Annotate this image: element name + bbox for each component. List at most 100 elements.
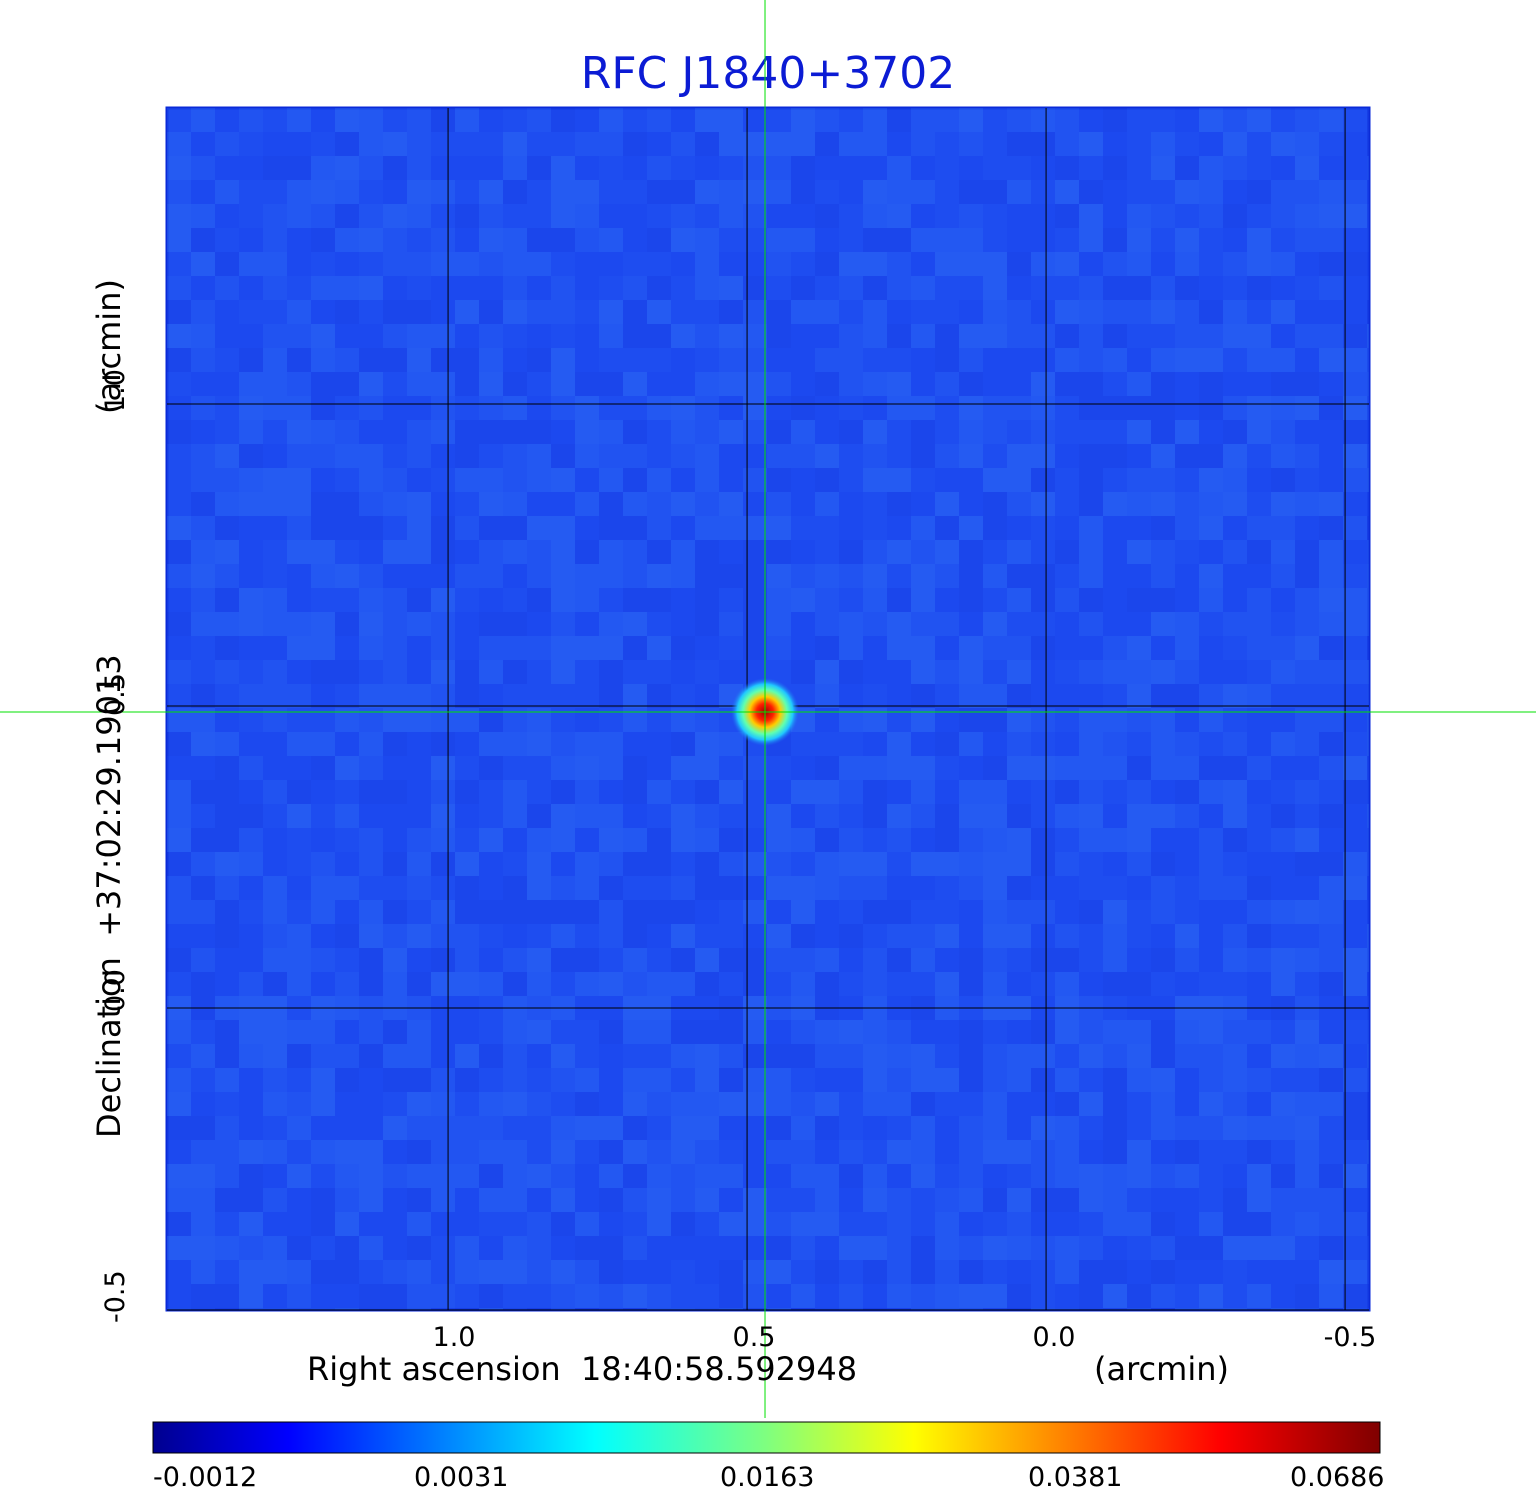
noise-cell bbox=[215, 420, 239, 444]
noise-cell bbox=[1175, 492, 1199, 516]
noise-cell bbox=[935, 300, 959, 324]
noise-cell bbox=[1151, 804, 1175, 828]
noise-cell bbox=[263, 132, 287, 156]
noise-cell bbox=[719, 540, 743, 564]
noise-cell bbox=[335, 156, 359, 180]
noise-cell bbox=[815, 540, 839, 564]
noise-cell bbox=[1223, 132, 1247, 156]
noise-cell bbox=[887, 636, 911, 660]
noise-cell bbox=[863, 948, 887, 972]
noise-cell bbox=[767, 780, 791, 804]
noise-cell bbox=[695, 300, 719, 324]
noise-cell bbox=[551, 540, 575, 564]
noise-cell bbox=[431, 1092, 455, 1116]
noise-cell bbox=[503, 396, 527, 420]
noise-cell bbox=[647, 540, 671, 564]
noise-cell bbox=[1271, 804, 1295, 828]
noise-cell bbox=[287, 1068, 311, 1092]
noise-cell bbox=[935, 1116, 959, 1140]
noise-cell bbox=[935, 636, 959, 660]
noise-cell bbox=[527, 444, 551, 468]
noise-cell bbox=[1079, 1068, 1103, 1092]
noise-cell bbox=[287, 228, 311, 252]
noise-cell bbox=[959, 924, 983, 948]
noise-cell bbox=[647, 468, 671, 492]
noise-cell bbox=[1319, 612, 1343, 636]
noise-cell bbox=[455, 228, 479, 252]
noise-cell bbox=[287, 1116, 311, 1140]
noise-cell bbox=[407, 588, 431, 612]
noise-cell bbox=[647, 924, 671, 948]
noise-cell bbox=[1175, 852, 1199, 876]
noise-cell bbox=[839, 540, 863, 564]
noise-cell bbox=[1127, 1308, 1151, 1310]
noise-cell bbox=[551, 228, 575, 252]
noise-cell bbox=[863, 756, 887, 780]
noise-cell bbox=[479, 204, 503, 228]
noise-cell bbox=[623, 1020, 647, 1044]
noise-cell bbox=[1295, 396, 1319, 420]
noise-cell bbox=[815, 924, 839, 948]
noise-cell bbox=[791, 516, 815, 540]
noise-cell bbox=[191, 804, 215, 828]
noise-cell bbox=[1175, 1020, 1199, 1044]
noise-cell bbox=[1319, 1164, 1343, 1188]
noise-cell bbox=[1319, 564, 1343, 588]
noise-cell bbox=[167, 828, 191, 852]
noise-cell bbox=[719, 1164, 743, 1188]
noise-cell bbox=[503, 804, 527, 828]
noise-cell bbox=[887, 924, 911, 948]
noise-cell bbox=[815, 516, 839, 540]
noise-cell bbox=[239, 876, 263, 900]
noise-cell bbox=[287, 660, 311, 684]
noise-cell bbox=[695, 1092, 719, 1116]
noise-cell bbox=[839, 276, 863, 300]
noise-cell bbox=[455, 1020, 479, 1044]
noise-cell bbox=[647, 444, 671, 468]
noise-cell bbox=[1271, 540, 1295, 564]
noise-cell bbox=[455, 540, 479, 564]
noise-cell bbox=[1031, 1260, 1055, 1284]
noise-cell bbox=[911, 852, 935, 876]
noise-cell bbox=[1247, 1116, 1271, 1140]
noise-cell bbox=[263, 540, 287, 564]
noise-cell bbox=[431, 612, 455, 636]
noise-cell bbox=[1271, 156, 1295, 180]
noise-cell bbox=[431, 300, 455, 324]
noise-cell bbox=[1127, 972, 1151, 996]
noise-cell bbox=[623, 1140, 647, 1164]
noise-cell bbox=[1175, 1284, 1199, 1308]
noise-cell bbox=[239, 780, 263, 804]
noise-cell bbox=[671, 444, 695, 468]
noise-cell bbox=[1343, 1212, 1367, 1236]
noise-cell bbox=[335, 324, 359, 348]
noise-cell bbox=[863, 516, 887, 540]
noise-cell bbox=[863, 252, 887, 276]
noise-cell bbox=[983, 612, 1007, 636]
noise-cell bbox=[1367, 1140, 1369, 1164]
noise-cell bbox=[1175, 612, 1199, 636]
noise-cell bbox=[431, 276, 455, 300]
noise-cell bbox=[1319, 468, 1343, 492]
noise-cell bbox=[647, 780, 671, 804]
noise-cell bbox=[335, 684, 359, 708]
noise-cell bbox=[1271, 276, 1295, 300]
noise-cell bbox=[1343, 1164, 1367, 1188]
noise-cell bbox=[359, 948, 383, 972]
noise-cell bbox=[671, 780, 695, 804]
noise-cell bbox=[671, 108, 695, 132]
noise-cell bbox=[983, 276, 1007, 300]
noise-cell bbox=[647, 180, 671, 204]
noise-cell bbox=[383, 276, 407, 300]
noise-cell bbox=[791, 1116, 815, 1140]
noise-cell bbox=[407, 756, 431, 780]
noise-cell bbox=[959, 1308, 983, 1310]
x-axis-label: Right ascension 18:40:58.592948 bbox=[307, 1350, 858, 1388]
noise-cell bbox=[455, 1116, 479, 1140]
noise-cell bbox=[983, 1020, 1007, 1044]
noise-cell bbox=[815, 1116, 839, 1140]
noise-cell bbox=[911, 372, 935, 396]
noise-cell bbox=[1031, 156, 1055, 180]
noise-cell bbox=[647, 1260, 671, 1284]
noise-cell bbox=[239, 540, 263, 564]
